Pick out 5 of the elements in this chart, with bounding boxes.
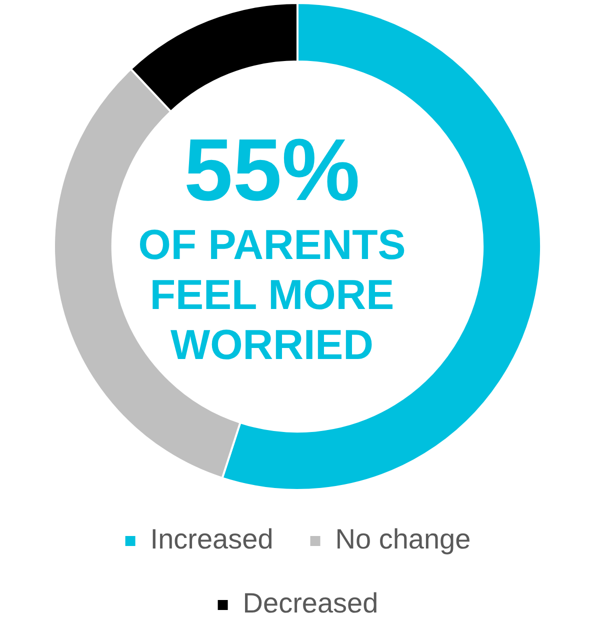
text: OF PARENTS FEEL MORE WORRIED	[137, 220, 407, 370]
legend-label: Increased	[150, 524, 274, 555]
legend-label: No change	[335, 524, 471, 555]
legend-label: Decreased	[242, 588, 378, 619]
text: 55%	[182, 120, 362, 220]
